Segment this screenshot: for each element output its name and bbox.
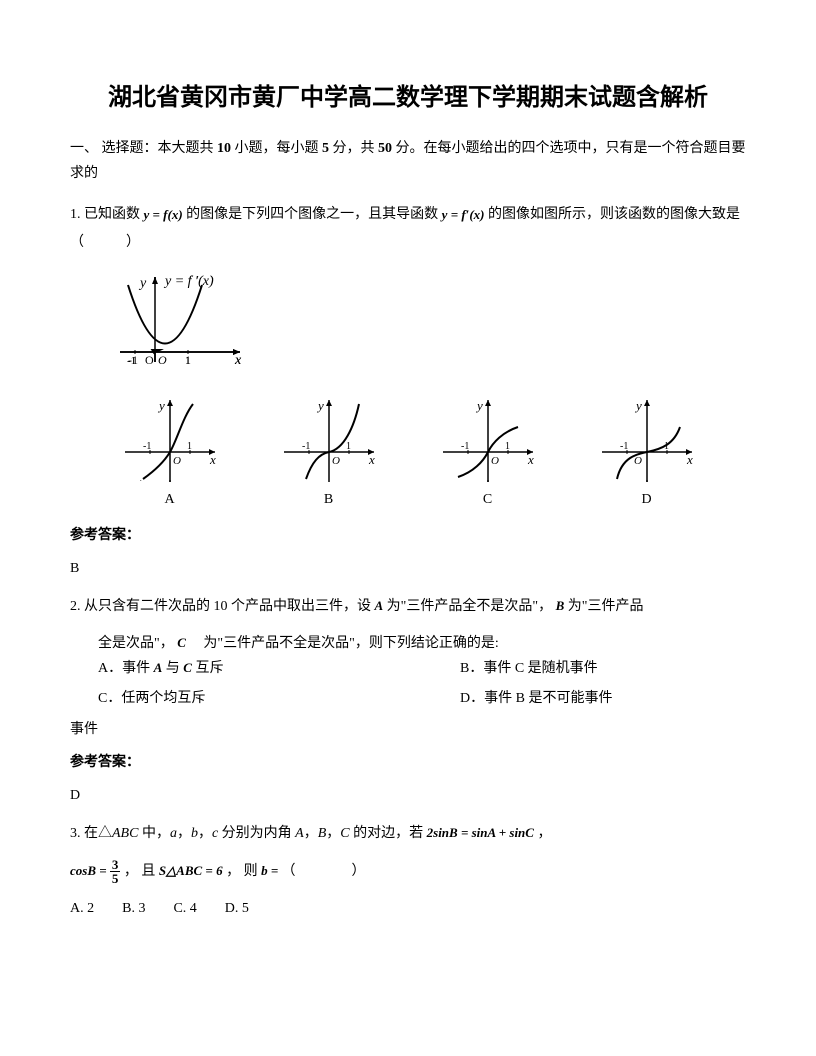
q3-t3: 的对边，若 (350, 826, 427, 841)
q2-t1: 2. 从只含有二件次品的 10 个产品中取出三件，设 (70, 599, 375, 614)
q3-options: A. 2 B. 3 C. 4 D. 5 (70, 896, 746, 921)
q1-answer: B (70, 556, 746, 581)
q3-t4: ， (534, 826, 552, 841)
svg-text:-1: -1 (127, 355, 136, 367)
q3-B2: B (318, 826, 327, 841)
svg-text:y: y (138, 276, 147, 291)
option-graph-c: y x O -1 1 C (433, 392, 543, 512)
option-d-label: D (592, 487, 702, 512)
q3-t7: （ ） (282, 864, 366, 879)
q2-C: C (177, 635, 186, 650)
q3-f2: S△ABC = 6 (159, 863, 223, 878)
option-graph-b: y x O -1 1 B (274, 392, 384, 512)
q3-t2: 分别为内角 (218, 826, 295, 841)
derivative-svg: y x O -1 1 y = f ′(x) y x O -1 1 y = f ′… (110, 267, 250, 377)
option-c-label: C (433, 487, 543, 512)
q3-C2: C (340, 826, 349, 841)
sec-mid2: 分，共 (329, 141, 378, 156)
q3-beq: b = (261, 863, 281, 878)
svg-text:x: x (686, 452, 693, 467)
q3-prefix: 3. 在△ (70, 826, 112, 841)
q2-t4: 全是次品"， (98, 636, 177, 651)
q3-c2: ， (198, 826, 212, 841)
question-3: 3. 在△ABC 中，a，b，c 分别为内角 A，B，C 的对边，若 2sinB… (70, 820, 746, 848)
q1-prefix: 1. 已知函数 (70, 207, 144, 222)
svg-text:O: O (145, 353, 154, 367)
svg-text:y: y (316, 398, 324, 413)
q2-t3: 为"三件产品 (564, 599, 643, 614)
sec-points: 5 (322, 141, 329, 156)
q3-c3: ， (304, 826, 318, 841)
q2-optA-mid: 与 (162, 661, 183, 676)
page-title: 湖北省黄冈市黄厂中学高二数学理下学期期末试题含解析 (70, 80, 746, 116)
q3-a: a (170, 826, 177, 841)
q3-frac: 35 (110, 858, 121, 885)
q2-optC: C．任两个均互斥 (70, 686, 460, 711)
q2-optD: D．事件 B 是不可能事件 (460, 686, 746, 711)
sec-prefix: 一、 选择题：本大题共 (70, 141, 217, 156)
q1-mid1: 的图像是下列四个图像之一，且其导函数 (183, 207, 442, 222)
q2-A: A (375, 598, 384, 613)
option-graph-a: y x O -1 1 A (115, 392, 225, 512)
frac-den: 5 (110, 872, 121, 885)
q2-answer-label: 参考答案： (70, 750, 746, 775)
q2-optB: B．事件 C 是随机事件 (460, 656, 746, 681)
svg-text:O: O (332, 455, 340, 467)
q1-answer-label: 参考答案： (70, 523, 746, 548)
q2-optA-A: A (154, 660, 163, 675)
q2-extra: 事件 (70, 717, 746, 742)
svg-text:y: y (475, 398, 483, 413)
q2-optA-end: 互斥 (192, 661, 224, 676)
svg-text:x: x (368, 452, 375, 467)
q2-answer: D (70, 783, 746, 808)
q3-cos: cosB = (70, 863, 110, 878)
question-3-line2: cosB = 35 ， 且 S△ABC = 6 ， 则 b = （ ） (70, 858, 746, 886)
q1-fx: y = f(x) (144, 202, 183, 228)
q2-line2: 全是次品"， C 为"三件产品不全是次品"，则下列结论正确的是: (70, 631, 746, 656)
svg-text:y: y (157, 398, 165, 413)
q3-c1: ， (177, 826, 191, 841)
q3-c4: ， (326, 826, 340, 841)
q2-t2: 为"三件产品全不是次品"， (383, 599, 555, 614)
question-1: 1. 已知函数 y = f(x) 的图像是下列四个图像之一，且其导函数 y = … (70, 201, 746, 257)
derivative-graph: y x O -1 1 y = f ′(x) y x O -1 1 y = f ′… (110, 267, 746, 377)
section-header: 一、 选择题：本大题共 10 小题，每小题 5 分，共 50 分。在每小题给出的… (70, 136, 746, 186)
sec-mid1: 小题，每小题 (231, 141, 322, 156)
q3-A2: A (295, 826, 304, 841)
q3-t5: ， 且 (120, 864, 159, 879)
q2-optA: A．事件 A 与 C 互斥 (70, 656, 460, 681)
svg-text:x: x (209, 452, 216, 467)
svg-text:x: x (234, 353, 242, 368)
q2-B: B (556, 598, 565, 613)
svg-text:y: y (634, 398, 642, 413)
option-graph-d: y x O -1 1 D (592, 392, 702, 512)
q2-options-row1: A．事件 A 与 C 互斥 B．事件 C 是随机事件 (70, 656, 746, 681)
svg-text:O: O (158, 353, 167, 367)
frac-num: 3 (110, 858, 121, 872)
q2-options-row2: C．任两个均互斥 D．事件 B 是不可能事件 (70, 686, 746, 711)
option-a-label: A (115, 487, 225, 512)
svg-text:O: O (173, 455, 181, 467)
q3-b: b (191, 826, 198, 841)
q3-f1: 2sinB = sinA + sinC (427, 825, 534, 840)
option-b-label: B (274, 487, 384, 512)
svg-text:O: O (491, 455, 499, 467)
svg-text:O: O (634, 455, 642, 467)
q2-optA-C: C (183, 660, 192, 675)
q1-fpx: y = f′(x) (442, 202, 485, 228)
svg-text:y = f ′(x): y = f ′(x) (163, 274, 214, 289)
q2-optA-pre: A．事件 (98, 661, 154, 676)
question-2: 2. 从只含有二件次品的 10 个产品中取出三件，设 A 为"三件产品全不是次品… (70, 593, 746, 621)
q2-t5: 为"三件产品不全是次品"，则下列结论正确的是: (186, 636, 499, 651)
svg-text:1: 1 (185, 355, 191, 367)
q3-abc: ABC (112, 826, 138, 841)
sec-total: 50 (378, 141, 392, 156)
svg-text:x: x (527, 452, 534, 467)
q3-t1: 中， (138, 826, 170, 841)
option-graphs-row: y x O -1 1 A y x O -1 1 B (70, 392, 746, 512)
sec-count: 10 (217, 141, 231, 156)
q3-t6: ， 则 (223, 864, 262, 879)
